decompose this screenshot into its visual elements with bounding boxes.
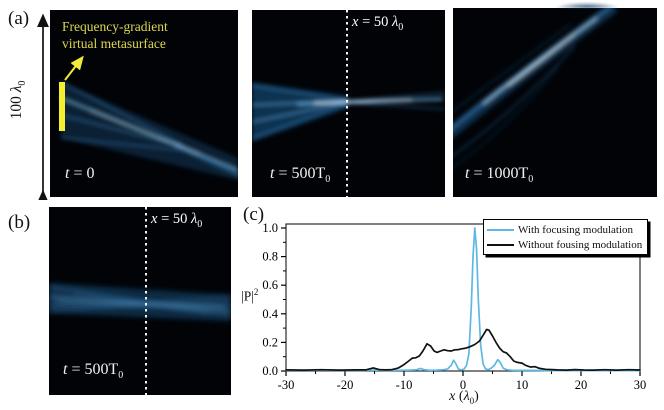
beam-spill-graphic xyxy=(548,0,626,8)
annotation-arrow-icon xyxy=(64,55,84,81)
svg-text:0.2: 0.2 xyxy=(262,335,278,349)
legend-label: With focusing modulation xyxy=(518,223,634,236)
cross-section-line xyxy=(145,207,147,395)
svg-text:1.0: 1.0 xyxy=(262,221,278,235)
svg-text:0.6: 0.6 xyxy=(262,278,278,292)
annotation-line2: virtual metasurface xyxy=(62,36,166,51)
legend-line-swatch-black xyxy=(487,243,514,246)
svg-text:0.8: 0.8 xyxy=(262,250,278,264)
simulation-panel-b: x = 50 λ0 t = 500T0 xyxy=(49,207,231,395)
x-axis-title: x (λ0) xyxy=(449,389,479,406)
beam-graphic xyxy=(252,82,445,142)
legend-label: Without fousing modulation xyxy=(518,238,643,251)
cross-section-label: x = 50 λ0 xyxy=(352,14,404,33)
metasurface-bar xyxy=(59,82,65,131)
y-axis-title: |P|2 xyxy=(241,287,259,304)
legend-item-with-modulation: With focusing modulation xyxy=(487,222,642,237)
cross-section-line xyxy=(346,10,348,197)
beam-graphic xyxy=(453,8,618,169)
svg-text:-30: -30 xyxy=(278,378,295,392)
beam-graphic xyxy=(49,283,231,321)
panel-a-label: (a) xyxy=(8,8,30,29)
metasurface-annotation: Frequency-gradient virtual metasurface xyxy=(62,18,168,52)
time-label: t = 500T0 xyxy=(270,164,331,185)
svg-text:-10: -10 xyxy=(396,378,413,392)
time-label: t = 0 xyxy=(65,164,95,182)
simulation-panel-t1000: t = 1000T0 xyxy=(453,8,657,197)
panel-b-label: (b) xyxy=(8,212,31,233)
height-label: 100 λ0 xyxy=(7,80,29,120)
panel-c-label: (c) xyxy=(243,204,265,225)
svg-text:0: 0 xyxy=(460,378,466,392)
time-label: t = 1000T0 xyxy=(465,164,534,185)
annotation-line1: Frequency-gradient xyxy=(62,19,168,34)
height-arrow-icon xyxy=(37,13,49,200)
svg-text:20: 20 xyxy=(575,378,588,392)
legend-line-swatch-blue xyxy=(487,228,514,231)
beam-graphic xyxy=(60,81,238,180)
svg-text:-20: -20 xyxy=(337,378,354,392)
legend-item-without-modulation: Without fousing modulation xyxy=(487,237,642,252)
simulation-panel-t500: x = 50 λ0 t = 500T0 xyxy=(252,10,445,197)
simulation-panel-t0: Frequency-gradient virtual metasurface t… xyxy=(50,10,238,197)
time-label: t = 500T0 xyxy=(63,360,124,381)
cross-section-label: x = 50 λ0 xyxy=(151,211,203,230)
svg-text:10: 10 xyxy=(516,378,529,392)
intensity-profile-chart: -30 -20 -10 0 10 20 30 0.0 0.2 0.4 0.6 0.8 1.0 xyxy=(262,221,647,392)
svg-text:30: 30 xyxy=(634,378,647,392)
svg-text:0.4: 0.4 xyxy=(262,307,278,321)
svg-text:0.0: 0.0 xyxy=(262,364,278,378)
chart-legend: With focusing modulation Without fousing… xyxy=(483,219,649,255)
